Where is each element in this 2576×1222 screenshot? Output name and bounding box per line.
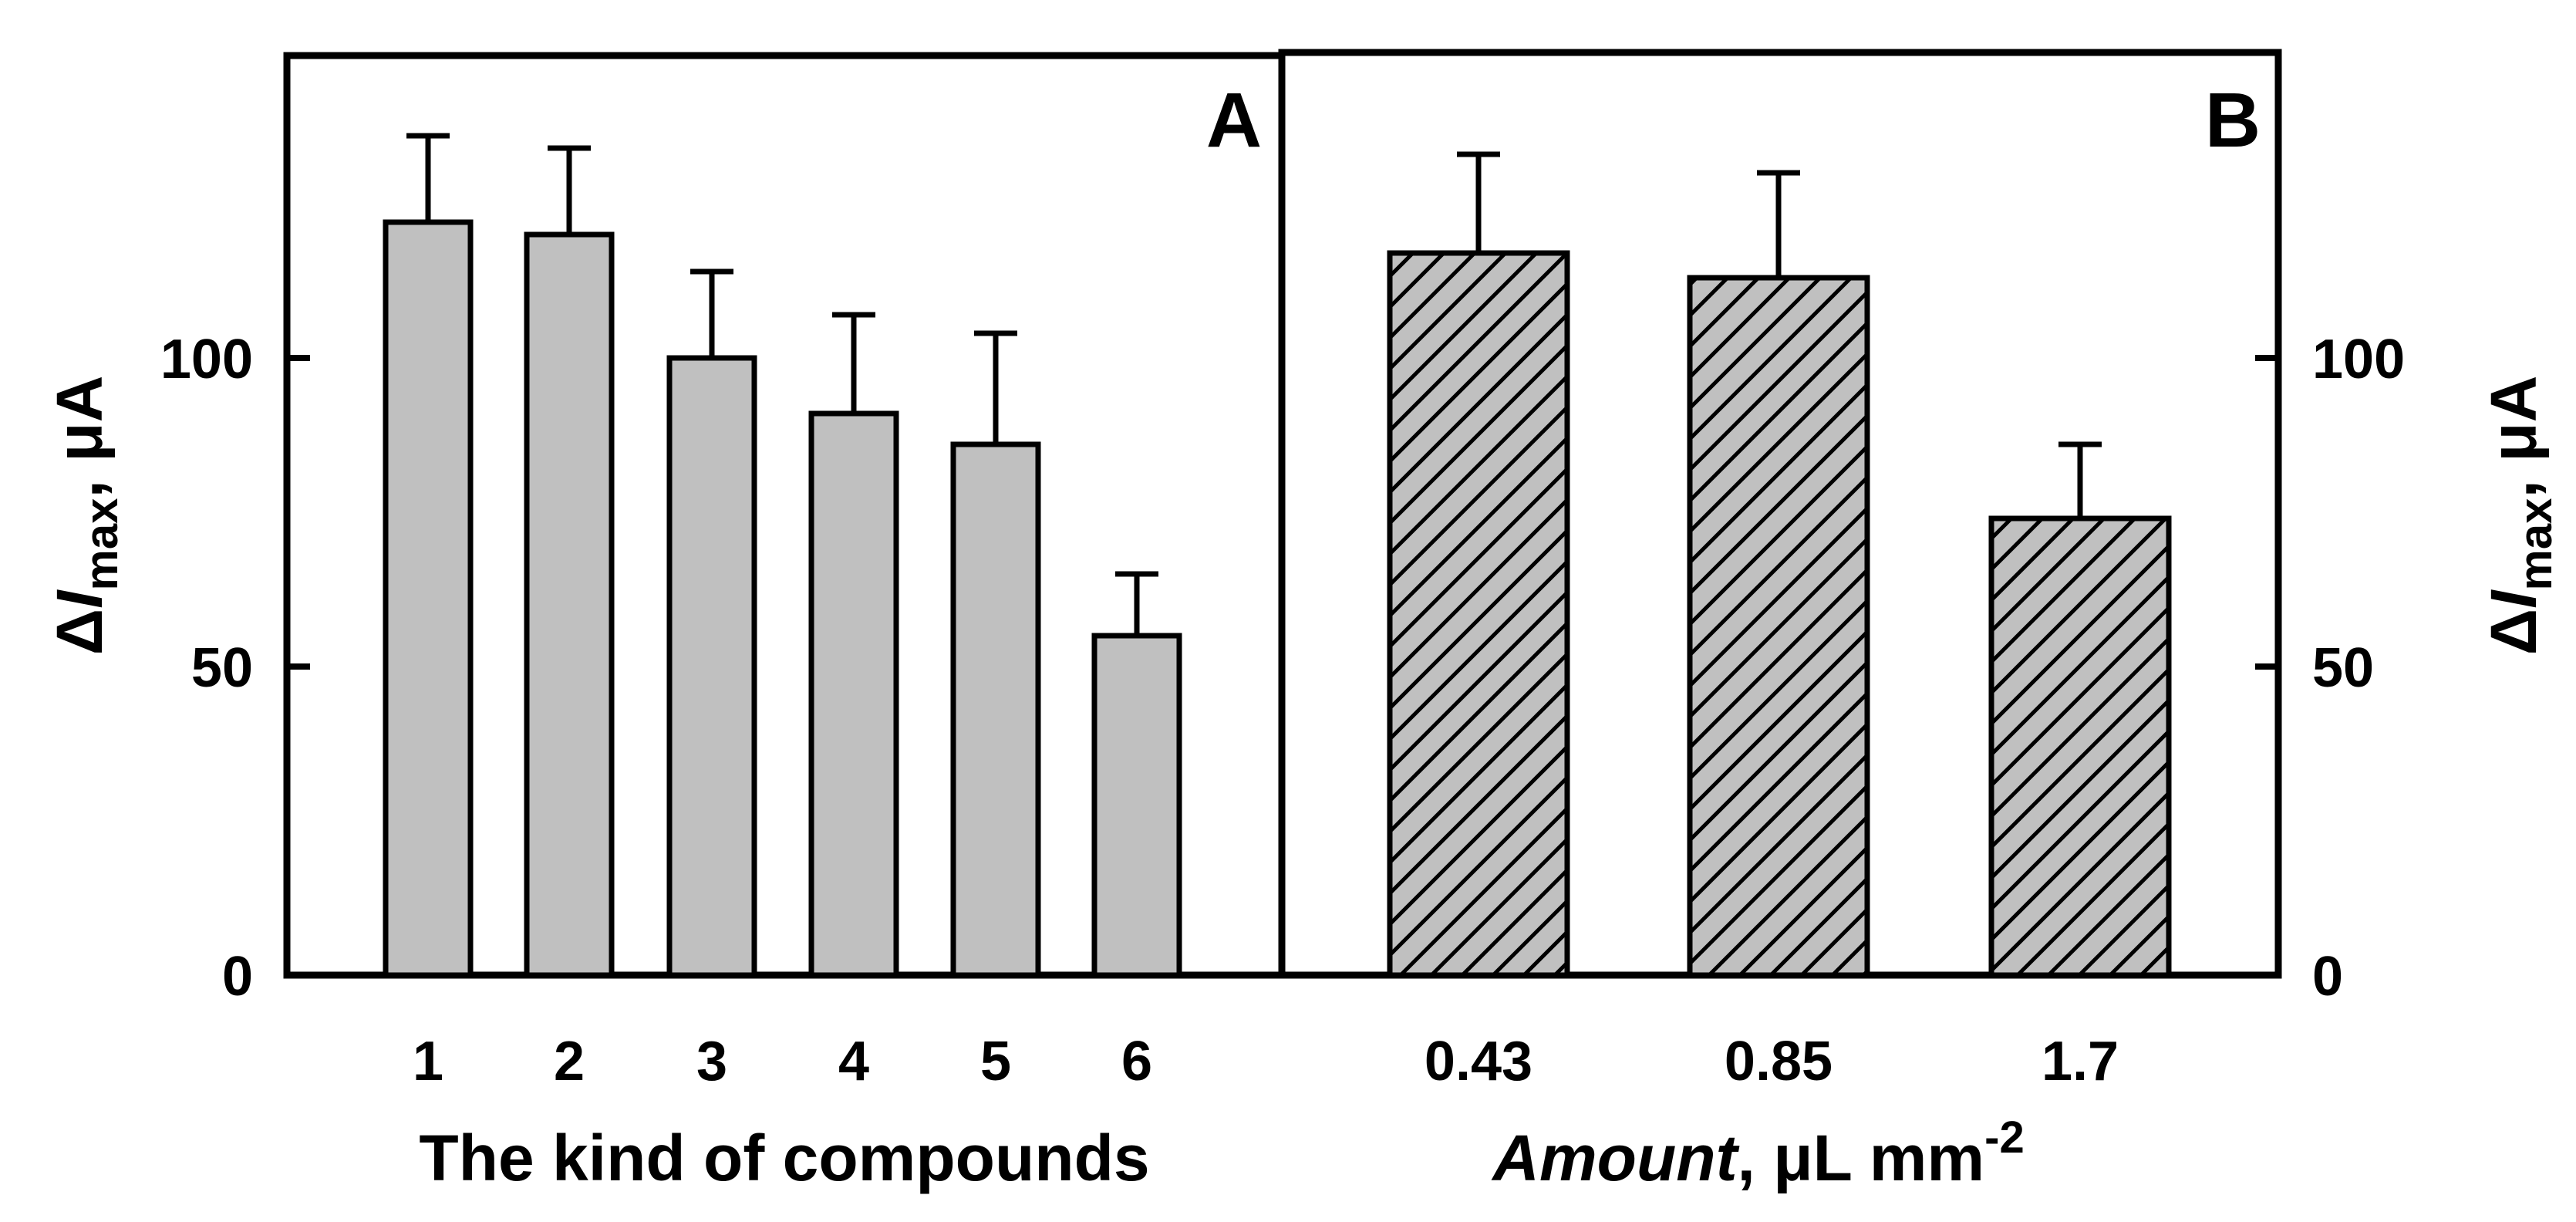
panel-a-y-tick-label-50: 50 bbox=[191, 637, 253, 699]
panel-a-bar-6 bbox=[1091, 633, 1182, 978]
y-axis-title-right: ΔImax, μA bbox=[2477, 376, 2561, 656]
panel-b-y-tick-label-100: 100 bbox=[2312, 329, 2405, 390]
panel-a-bar-1 bbox=[383, 219, 474, 978]
panel-a-bar-3 bbox=[666, 355, 757, 978]
panel-b-bar-1 bbox=[1387, 250, 1570, 978]
panel-a-y-tick-label-100: 100 bbox=[160, 329, 253, 390]
y-axis-title-left: ΔImax, μA bbox=[43, 376, 127, 656]
panel-b-x-tick-label-3: 1.7 bbox=[2042, 1031, 2119, 1092]
panel-a-x-tick-label-2: 2 bbox=[554, 1031, 585, 1092]
panel-b-x-tick-label-1: 0.43 bbox=[1425, 1031, 1532, 1092]
panel-a-bar-5 bbox=[950, 441, 1041, 978]
panel-a-x-tick-label-4: 4 bbox=[838, 1031, 869, 1092]
panel-a-bar-4 bbox=[808, 410, 899, 978]
panel-a-x-tick-label-3: 3 bbox=[696, 1031, 727, 1092]
panel-b-x-tick-label-2: 0.85 bbox=[1725, 1031, 1833, 1092]
panel-b-y-tick-label-50: 50 bbox=[2312, 637, 2374, 699]
panel-a-x-tick-label-5: 5 bbox=[980, 1031, 1011, 1092]
panel-a-x-tick-label-1: 1 bbox=[413, 1031, 443, 1092]
panel-a-y-tick-label-0: 0 bbox=[222, 946, 253, 1008]
panel-b-label: B bbox=[2205, 77, 2261, 164]
panel-a-bar-2 bbox=[524, 231, 615, 978]
x-axis-title-a: The kind of compounds bbox=[419, 1122, 1149, 1194]
panel-b-bar-2 bbox=[1687, 275, 1870, 978]
panel-a-x-tick-label-6: 6 bbox=[1121, 1031, 1152, 1092]
x-axis-title-b: Amount, μL mm-2 bbox=[1491, 1112, 2024, 1194]
panel-a-label: A bbox=[1206, 77, 1262, 164]
panel-b-y-tick-label-0: 0 bbox=[2312, 946, 2343, 1008]
panel-b-bar-3 bbox=[1988, 515, 2172, 978]
